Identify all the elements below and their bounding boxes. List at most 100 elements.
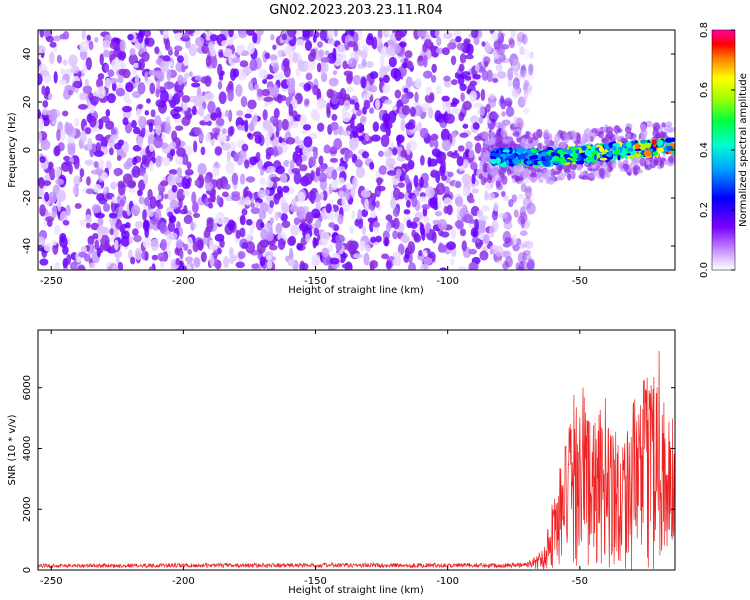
spectrogram-y-label: Frequency (Hz) [7,112,18,188]
noise-speck [260,221,265,228]
noise-speck [200,251,207,263]
noise-speck [392,230,399,240]
spectrogram-x-ticks: -250 -200 -150 -100 -50 [40,30,588,287]
noise-speck [273,108,280,119]
signal-core [560,158,567,164]
noise-speck [161,133,166,141]
noise-speck [440,128,450,142]
noise-speck [519,261,529,270]
noise-speck [327,38,336,45]
noise-speck [121,105,132,113]
noise-speck [304,98,310,106]
noise-speck [162,30,170,39]
noise-speck [59,33,67,40]
noise-speck [109,228,114,236]
signal-halo [573,140,581,145]
noise-speck [419,223,425,236]
noise-speck [98,197,108,205]
noise-speck [244,196,251,206]
noise-speck [461,173,472,186]
noise-speck [414,105,423,117]
noise-speck [472,229,479,237]
signal-halo [611,158,617,169]
noise-speck [511,194,518,203]
signal-halo [543,138,550,146]
noise-speck [463,213,473,224]
noise-speck [479,105,486,117]
noise-speck [239,214,246,226]
noise-speck [523,254,532,261]
noise-speck [422,215,430,223]
noise-speck [522,249,532,256]
noise-speck [293,171,302,185]
noise-speck [40,139,51,151]
noise-speck [433,139,439,149]
noise-speck [247,42,255,55]
noise-speck [276,146,283,155]
noise-speck [116,155,122,162]
noise-speck [521,64,527,77]
noise-speck [137,82,146,95]
noise-speck [112,264,119,270]
noise-speck [119,39,126,52]
signal-core [626,147,635,152]
noise-speck [308,156,316,167]
signal-core [617,154,621,161]
signal-core [643,150,652,157]
noise-speck [501,191,506,198]
noise-speck [512,85,521,97]
signal-halo [537,171,543,177]
noise-speck [395,168,402,177]
signal-core [512,158,521,165]
noise-speck [122,210,127,217]
noise-speck [384,99,393,105]
noise-speck [501,111,506,117]
noise-speck [38,73,43,86]
noise-speck [150,217,160,225]
noise-speck [519,206,526,218]
noise-speck [191,82,201,88]
noise-speck [419,176,424,188]
noise-speck [523,86,529,99]
noise-speck [84,159,94,166]
signal-core [496,157,501,165]
noise-speck [315,166,321,177]
signal-halo [537,142,542,152]
noise-speck [450,258,455,266]
noise-speck [102,187,107,194]
noise-speck [65,122,74,136]
noise-speck [286,77,295,87]
colorbar-tick-label: 0.6 [699,82,710,98]
noise-speck [183,214,193,225]
noise-speck [451,130,457,138]
noise-speck [280,173,288,184]
noise-speck [122,141,129,153]
y-tick-label: 4000 [22,436,33,461]
noise-speck [333,138,343,150]
noise-speck [48,93,53,101]
noise-speck [151,254,159,261]
noise-speck [474,218,480,232]
signal-core [633,148,642,152]
noise-speck [179,249,184,260]
noise-speck [511,86,521,99]
noise-speck [267,124,274,138]
x-tick-label: -50 [572,276,588,287]
noise-speck [464,54,474,60]
noise-speck [513,209,519,218]
noise-speck [385,46,396,55]
noise-speck [272,62,280,73]
noise-speck [99,53,104,66]
noise-speck [369,211,377,219]
noise-speck [144,110,150,116]
noise-speck [177,74,184,86]
noise-speck [246,108,254,114]
noise-speck [423,257,433,265]
noise-speck [484,40,489,54]
noise-speck [169,141,176,150]
noise-speck [436,36,442,47]
noise-speck [92,233,99,240]
noise-speck [331,113,338,121]
noise-speck [156,79,161,92]
noise-speck [268,244,278,251]
